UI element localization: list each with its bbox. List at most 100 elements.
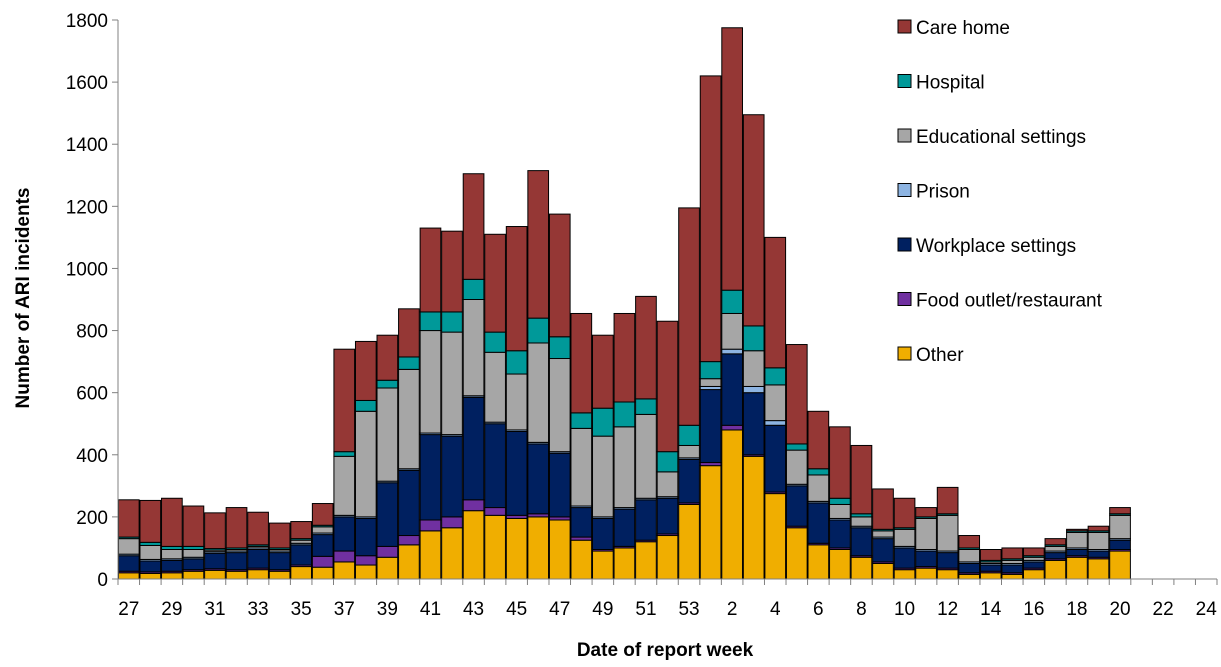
- bar-segment: [161, 549, 183, 560]
- bar-segment: [548, 336, 571, 360]
- bar-segment: [419, 227, 442, 313]
- legend-label: Food outlet/restaurant: [916, 291, 1103, 312]
- bar-segment: [225, 570, 248, 580]
- bar-segment: [311, 566, 334, 580]
- legend-label: Educational settings: [916, 127, 1086, 148]
- bar-stacks: [117, 27, 1131, 580]
- x-tick-label: 41: [420, 599, 441, 620]
- bar-segment: [893, 528, 916, 547]
- bar-segment: [958, 535, 981, 549]
- bar-segment: [829, 426, 851, 499]
- bar-segment: [247, 549, 269, 569]
- bar-segment: [893, 497, 916, 529]
- bar-segment: [570, 539, 593, 580]
- bar-segment: [354, 399, 377, 412]
- bar-segment: [1066, 531, 1088, 549]
- bar-segment: [699, 75, 722, 363]
- bar-segment: [872, 530, 894, 538]
- legend-label: Hospital: [916, 73, 985, 94]
- bar-segment: [742, 385, 765, 394]
- bar-segment: [742, 392, 765, 456]
- bar-segment: [311, 534, 334, 557]
- bar-segment: [872, 538, 894, 563]
- bar-segment: [699, 361, 722, 380]
- bar-segment: [764, 493, 787, 580]
- x-tick-label: 10: [894, 599, 915, 620]
- bar-segment: [979, 564, 1002, 572]
- y-axis: 0 200 400 600 800 1000 1200 1400 1600 1800: [66, 11, 119, 591]
- bar-segment: [1109, 539, 1131, 550]
- bar-segment: [376, 387, 399, 482]
- bar-segment: [376, 334, 399, 381]
- bar-segment: [785, 485, 808, 527]
- bar-segment: [225, 552, 248, 571]
- bar-segment: [635, 541, 657, 580]
- bar-segment: [161, 497, 183, 547]
- bar-segment: [1087, 550, 1110, 558]
- bar-segment: [548, 452, 571, 518]
- bar-segment: [1109, 507, 1131, 515]
- bar-segment: [290, 544, 313, 566]
- bar-segment: [290, 521, 313, 540]
- bar-segment: [1044, 552, 1067, 560]
- bar-segment: [1001, 564, 1024, 574]
- bar-segment: [656, 471, 679, 498]
- bar-segment: [979, 549, 1002, 561]
- bar-segment: [721, 353, 743, 426]
- bar-segment: [721, 289, 743, 314]
- bar-segment: [936, 552, 959, 569]
- bar-segment: [527, 317, 550, 344]
- bar-segment: [785, 527, 808, 580]
- bar-segment: [398, 535, 420, 546]
- bar-segment: [247, 511, 269, 546]
- bar-segment: [570, 312, 593, 414]
- bar-segment: [829, 503, 851, 519]
- bar-segment: [462, 299, 485, 397]
- bar-segment: [592, 517, 614, 551]
- bar-segment: [376, 379, 399, 389]
- bar-segment: [915, 550, 937, 568]
- bar-segment: [893, 547, 916, 569]
- bar-segment: [570, 427, 593, 507]
- bar-segment: [764, 367, 787, 386]
- bar-segment: [527, 516, 550, 580]
- bar-segment: [656, 451, 679, 473]
- bar-segment: [915, 517, 937, 551]
- bar-segment: [354, 555, 377, 566]
- bar-segment: [139, 572, 162, 580]
- bar-segment: [161, 559, 183, 572]
- bar-segment: [247, 569, 269, 580]
- bar-segment: [592, 407, 614, 437]
- bar-segment: [678, 424, 700, 446]
- bar-segment: [290, 566, 313, 580]
- bar-segment: [592, 435, 614, 518]
- bar-segment: [441, 311, 463, 333]
- bar-segment: [678, 207, 700, 426]
- bar-segment: [505, 430, 528, 516]
- bar-segment: [570, 507, 593, 538]
- bar-segment: [635, 499, 657, 541]
- x-tick-label: 37: [334, 599, 355, 620]
- bar-segment: [484, 514, 506, 580]
- bar-segment: [936, 514, 959, 552]
- bar-segment: [785, 449, 808, 485]
- bar-segment: [333, 561, 356, 580]
- bar-segment: [829, 519, 851, 549]
- bar-segment: [182, 558, 205, 571]
- bar-segment: [311, 526, 334, 534]
- bar-segment: [829, 549, 851, 580]
- bar-segment: [441, 331, 463, 436]
- bar-segment: [505, 226, 528, 352]
- x-axis: 27 29 31 33 35 37 39 41 43 45 47 49 51 53 2 4 6 8 10 12 14 16…: [117, 578, 1218, 620]
- bar-segment: [484, 233, 506, 333]
- legend-swatch: [897, 128, 912, 143]
- bar-segment: [376, 482, 399, 547]
- bar-segment: [462, 396, 485, 501]
- bar-segment: [721, 348, 743, 355]
- bar-segment: [785, 344, 808, 445]
- bar-segment: [268, 552, 291, 571]
- bar-segment: [958, 573, 981, 580]
- bar-segment: [117, 538, 140, 555]
- bar-segment: [462, 278, 485, 300]
- bar-segment: [915, 507, 937, 518]
